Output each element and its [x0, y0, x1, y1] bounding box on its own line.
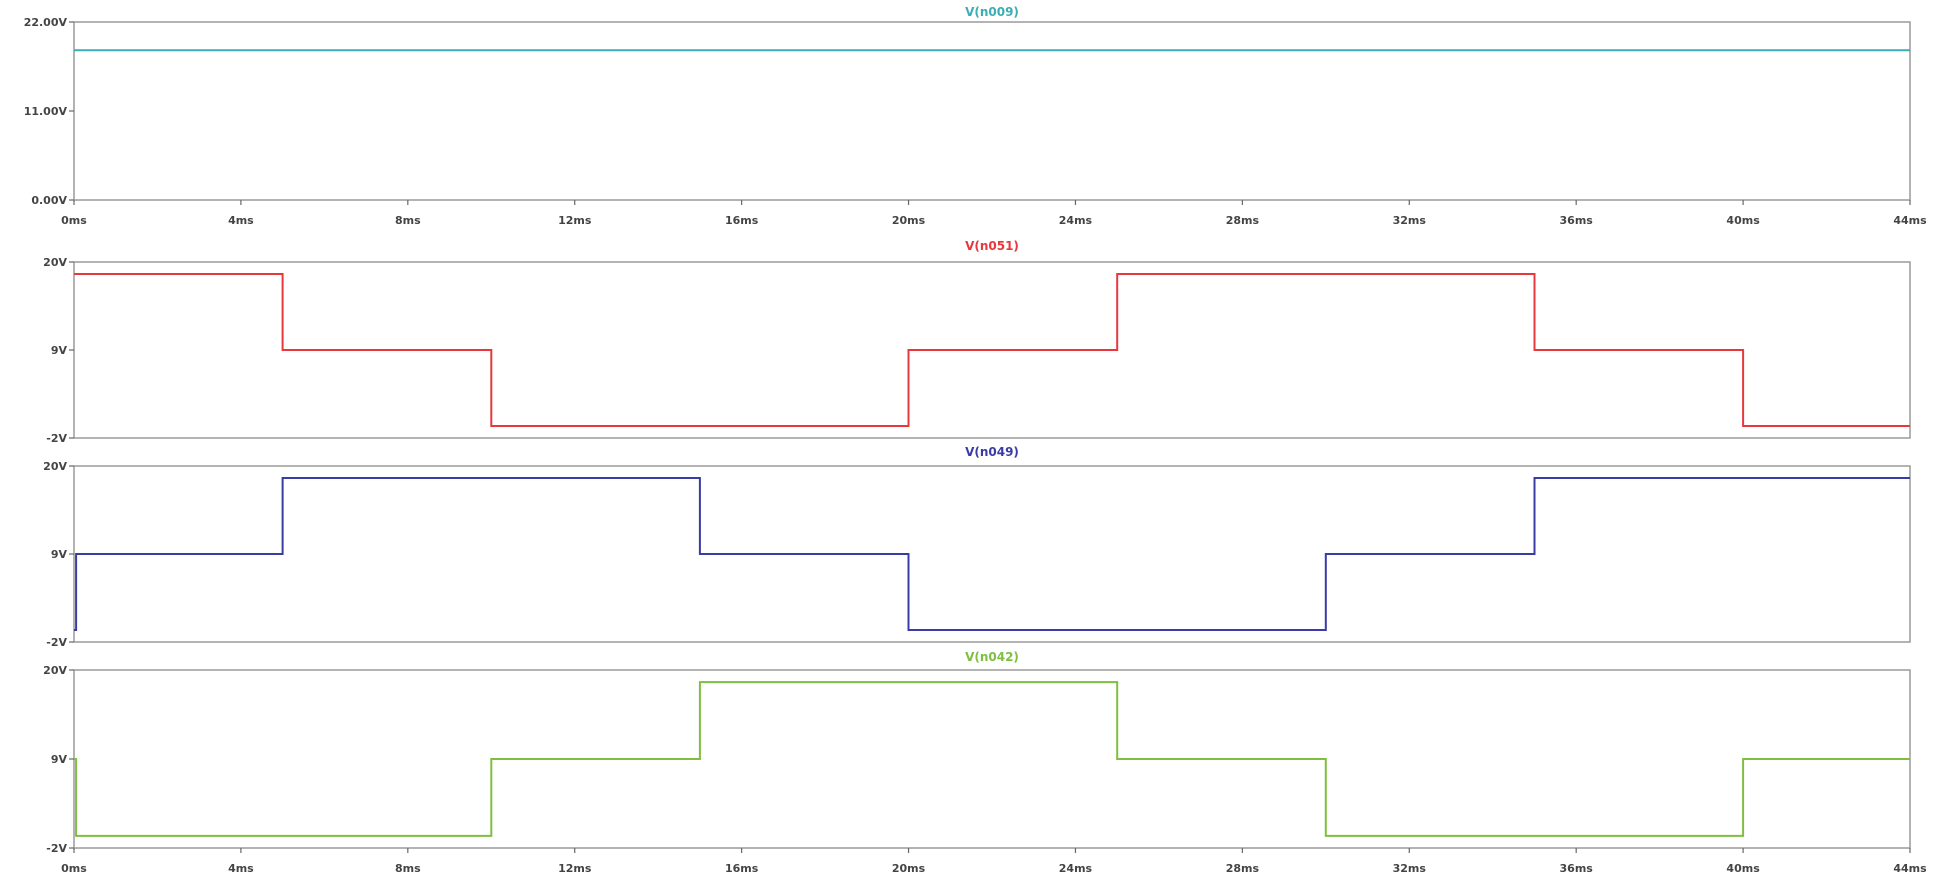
y-tick-label: 0.00V — [31, 194, 67, 207]
x-tick-label: 40ms — [1726, 214, 1760, 227]
x-tick-label: 0ms — [61, 214, 87, 227]
y-tick-label: -2V — [46, 432, 67, 445]
x-tick-label: 24ms — [1059, 862, 1093, 875]
y-tick-label: 11.00V — [24, 105, 68, 118]
chart-title: V(n051) — [965, 239, 1019, 253]
chart-title: V(n049) — [965, 445, 1019, 459]
chart-panel-3: V(n049) -2V 9V 20V — [43, 445, 1911, 649]
x-tick-label: 24ms — [1059, 214, 1093, 227]
chart-panel-1: V(n009) 0.00V 11.00V 22.00V 0ms 4ms 8ms 12ms 16m… — [24, 5, 1927, 227]
chart-title: V(n009) — [965, 5, 1019, 19]
x-tick-label: 44ms — [1893, 214, 1927, 227]
y-tick-label: -2V — [46, 842, 67, 855]
x-tick-label: 12ms — [558, 214, 592, 227]
x-tick-label: 12ms — [558, 862, 592, 875]
x-tick-label: 8ms — [395, 862, 421, 875]
chart-title: V(n042) — [965, 650, 1019, 664]
y-tick-label: -2V — [46, 636, 67, 649]
y-tick-label: 20V — [43, 664, 67, 677]
y-tick-label: 20V — [43, 460, 67, 473]
x-tick-label: 4ms — [228, 214, 254, 227]
x-tick-label: 8ms — [395, 214, 421, 227]
series-line-1 — [74, 273, 1910, 427]
x-tick-label: 20ms — [892, 862, 926, 875]
y-tick-label: 9V — [51, 548, 68, 561]
x-tick-label: 44ms — [1893, 862, 1927, 875]
chart-panel-4: V(n042) -2V 9V 20V 0ms 4ms 8ms 12ms 16ms 20ms 24ms… — [43, 650, 1927, 875]
plot-frame — [73, 465, 1911, 643]
x-tick-label: 0ms — [61, 862, 87, 875]
x-tick-label: 32ms — [1393, 214, 1427, 227]
series-line-1 — [74, 477, 1910, 631]
x-tick-label: 4ms — [228, 862, 254, 875]
x-tick-label: 28ms — [1226, 862, 1260, 875]
x-tick-label: 40ms — [1726, 862, 1760, 875]
x-tick-label: 28ms — [1226, 214, 1260, 227]
x-tick-label: 16ms — [725, 214, 759, 227]
y-tick-label: 9V — [51, 753, 68, 766]
x-tick-label: 16ms — [725, 862, 759, 875]
plot-frame — [73, 669, 1911, 849]
y-tick-label: 22.00V — [24, 16, 68, 29]
x-tick-label: 36ms — [1560, 214, 1594, 227]
chart-panel-2: V(n051) -2V 9V 20V — [43, 239, 1911, 445]
x-tick-label: 20ms — [892, 214, 926, 227]
y-tick-label: 20V — [43, 256, 67, 269]
series-line-1 — [74, 681, 1910, 837]
x-tick-label: 32ms — [1393, 862, 1427, 875]
plot-frame — [73, 21, 1911, 201]
x-tick-label: 36ms — [1560, 862, 1594, 875]
y-tick-label: 9V — [51, 344, 68, 357]
